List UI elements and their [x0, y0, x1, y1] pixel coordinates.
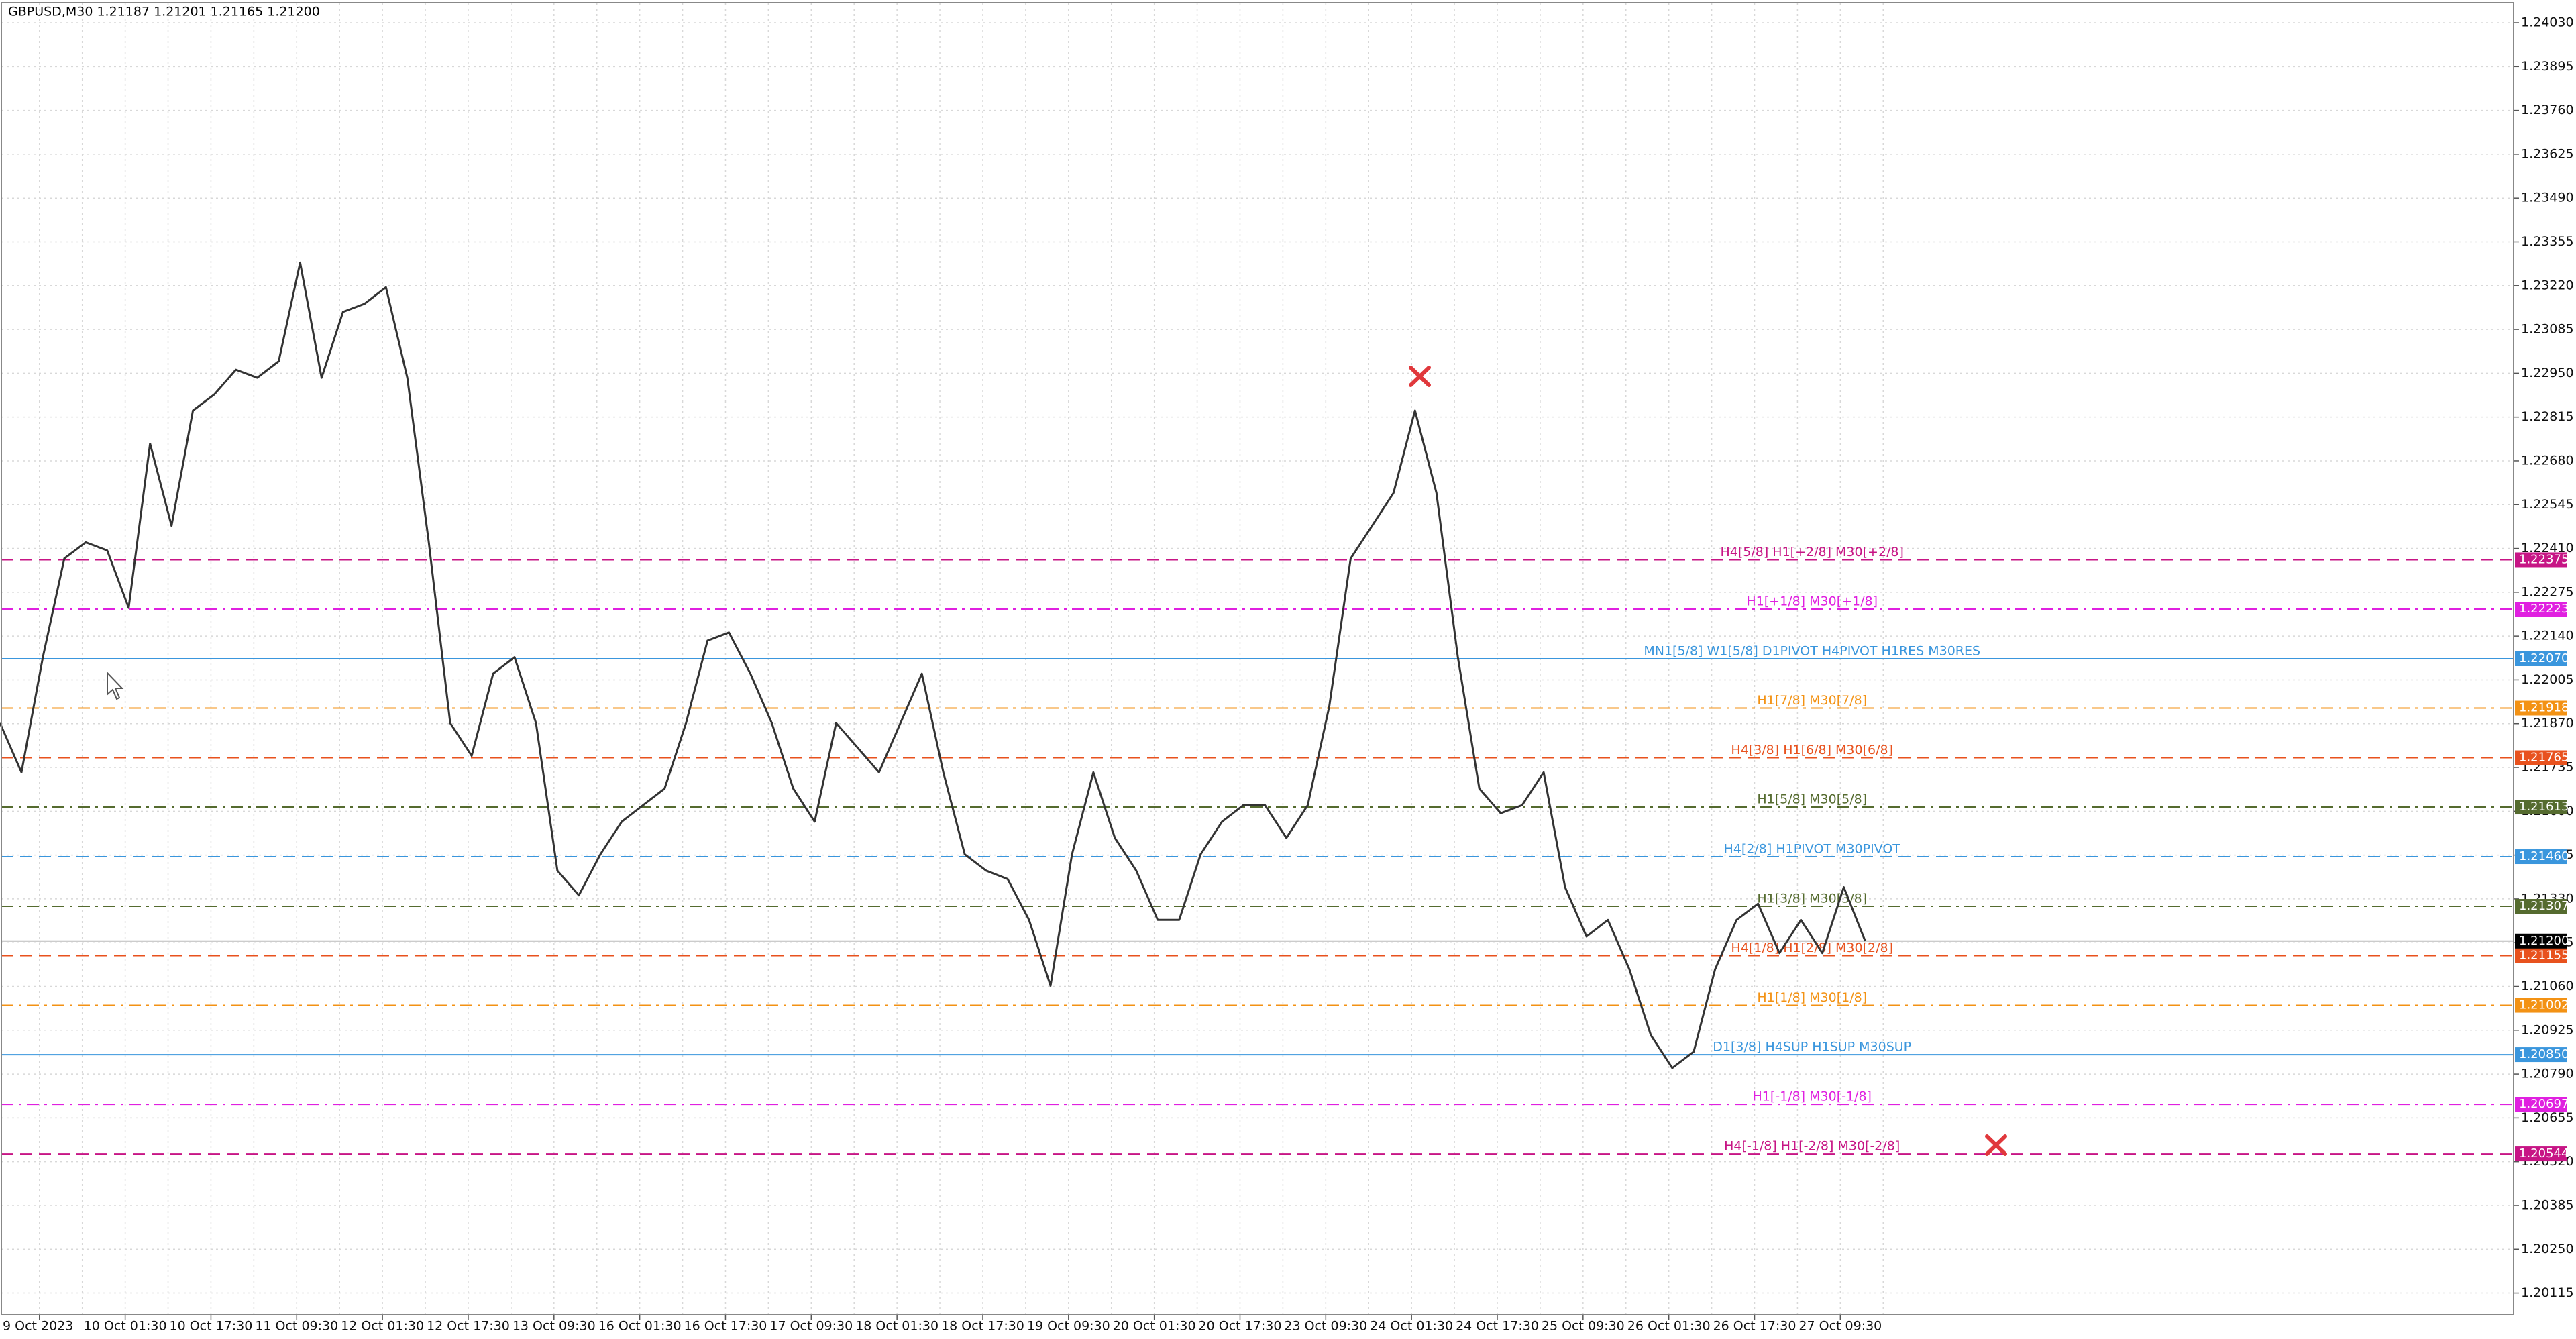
level-label: D1[3/8] H4SUP H1SUP M30SUP: [1713, 1040, 1911, 1055]
levels: H4[5/8] H1[+2/8] M30[+2/8] H1[+1/8] M30[+…: [1, 545, 2514, 1155]
y-tick-label: 1.22275: [2521, 584, 2574, 599]
price-tag: [2515, 899, 2567, 914]
price-tag: [2515, 849, 2567, 865]
price-tag: [2515, 601, 2567, 617]
price-tag: [2515, 1146, 2567, 1162]
price-tag-label: 1.21613: [2519, 800, 2569, 814]
y-tick-label: 1.20115: [2521, 1285, 2574, 1300]
plot-border: [1, 2, 2514, 1315]
x-tick-label: 18 Oct 17:30: [941, 1319, 1024, 1334]
x-tick-label: 26 Oct 17:30: [1713, 1319, 1796, 1334]
price-tag: [2515, 933, 2567, 949]
x-tick-label: 16 Oct 17:30: [684, 1319, 767, 1334]
x-tick-label: 12 Oct 01:30: [341, 1319, 424, 1334]
price-tag: [2515, 750, 2567, 765]
x-tick-label: 18 Oct 01:30: [855, 1319, 938, 1334]
y-tick-label: 1.22815: [2521, 409, 2574, 424]
level-label: H1[7/8] M30[7/8]: [1757, 693, 1867, 708]
x-tick-label: 19 Oct 09:30: [1027, 1319, 1110, 1334]
y-tick-label: 1.20250: [2521, 1242, 2574, 1256]
y-tick-label: 1.23355: [2521, 234, 2574, 249]
cross-marker: [1409, 366, 1431, 387]
price-tag-label: 1.22223: [2519, 602, 2569, 616]
y-tick-label: 1.23895: [2521, 59, 2574, 74]
cross-markers: [1409, 366, 2007, 1156]
x-tick-label: 24 Oct 01:30: [1370, 1319, 1453, 1334]
price-tag: [2515, 552, 2567, 568]
level-label: H1[1/8] M30[1/8]: [1757, 990, 1867, 1005]
price-tag: [2515, 1097, 2567, 1112]
price-tag: [2515, 700, 2567, 716]
price-tag-label: 1.21765: [2519, 751, 2569, 765]
y-tick-label: 1.23760: [2521, 103, 2574, 117]
x-tick-label: 23 Oct 09:30: [1284, 1319, 1367, 1334]
y-tick-label: 1.21870: [2521, 716, 2574, 731]
x-tick-label: 12 Oct 17:30: [427, 1319, 510, 1334]
price-tag: [2515, 1047, 2567, 1063]
price-layer: [0, 261, 1866, 1069]
y-tick-label: 1.20790: [2521, 1067, 2574, 1081]
x-tick-label: 20 Oct 17:30: [1199, 1319, 1282, 1334]
price-tag-label: 1.21002: [2519, 998, 2569, 1012]
price-tag-label: 1.21155: [2519, 949, 2569, 963]
price-tag-label: 1.21918: [2519, 701, 2569, 715]
y-tick-label: 1.23085: [2521, 322, 2574, 337]
price-tag-label: 1.21460: [2519, 849, 2569, 863]
x-tick-label: 10 Oct 01:30: [84, 1319, 167, 1334]
price-tag-label: 1.20544: [2519, 1146, 2569, 1161]
y-tick-label: 1.23625: [2521, 146, 2574, 161]
price-line: [0, 261, 1866, 1069]
y-tick-label: 1.20925: [2521, 1022, 2574, 1037]
mouse-cursor: [107, 671, 124, 700]
x-tick-label: 10 Oct 17:30: [170, 1319, 253, 1334]
price-tag: [2515, 651, 2567, 666]
x-tick-label: 13 Oct 09:30: [513, 1319, 596, 1334]
level-label: H1[-1/8] M30[-1/8]: [1752, 1089, 1872, 1104]
y-tick-label: 1.20655: [2521, 1110, 2574, 1125]
x-tick-label: 27 Oct 09:30: [1799, 1319, 1882, 1334]
y-tick-label: 1.23220: [2521, 278, 2574, 292]
price-tag-label: 1.21307: [2519, 899, 2569, 913]
x-tick-label: 20 Oct 01:30: [1113, 1319, 1196, 1334]
y-tick-label: 1.20385: [2521, 1197, 2574, 1212]
x-tick-label: 16 Oct 01:30: [598, 1319, 682, 1334]
level-label: H1[5/8] M30[5/8]: [1757, 792, 1867, 807]
y-tick-label: 1.24030: [2521, 15, 2574, 30]
level-label: H4[-1/8] H1[-2/8] M30[-2/8]: [1724, 1139, 1900, 1154]
price-tag-label: 1.20850: [2519, 1047, 2569, 1061]
price-tag-label: 1.22070: [2519, 651, 2569, 665]
header: GBPUSD,M30 1.21187 1.21201 1.21165 1.212…: [8, 5, 320, 19]
y-tick-label: 1.22410: [2521, 541, 2574, 555]
price-tag-label: 1.21200: [2519, 934, 2569, 948]
price-tag: [2515, 948, 2567, 963]
x-tick-label: 24 Oct 17:30: [1456, 1319, 1539, 1334]
y-tick-label: 1.21060: [2521, 979, 2574, 994]
y-tick-label: 1.22545: [2521, 497, 2574, 512]
y-tick-label: 1.23490: [2521, 191, 2574, 205]
price-tag-label: 1.22375: [2519, 552, 2569, 566]
x-tick-label: 25 Oct 09:30: [1542, 1319, 1625, 1334]
x-tick-label: 11 Oct 09:30: [255, 1319, 338, 1334]
level-label: H4[1/8] H1[2/8] M30[2/8]: [1731, 941, 1893, 955]
cross-marker: [1985, 1134, 2007, 1156]
level-label: H1[+1/8] M30[+1/8]: [1746, 594, 1878, 608]
level-label: MN1[5/8] W1[5/8] D1PIVOT H4PIVOT H1RES M…: [1644, 644, 1980, 659]
x-tick-label: 9 Oct 2023: [3, 1319, 73, 1334]
level-label: H4[5/8] H1[+2/8] M30[+2/8]: [1720, 545, 1903, 559]
x-tick-label: 17 Oct 09:30: [769, 1319, 853, 1334]
price-tag: [2515, 800, 2567, 815]
y-tick-label: 1.22680: [2521, 453, 2574, 468]
y-tick-label: 1.22005: [2521, 672, 2574, 687]
x-tick-label: 26 Oct 01:30: [1627, 1319, 1711, 1334]
y-tick-label: 1.22140: [2521, 629, 2574, 643]
y-tick-label: 1.22950: [2521, 366, 2574, 380]
price-tag: [2515, 998, 2567, 1013]
price-tag-label: 1.20697: [2519, 1097, 2569, 1111]
level-label: H4[2/8] H1PIVOT M30PIVOT: [1724, 842, 1901, 857]
level-label: H4[3/8] H1[6/8] M30[6/8]: [1731, 743, 1893, 757]
axes: 1.201151.202501.203851.205201.206551.207…: [3, 15, 2574, 1334]
